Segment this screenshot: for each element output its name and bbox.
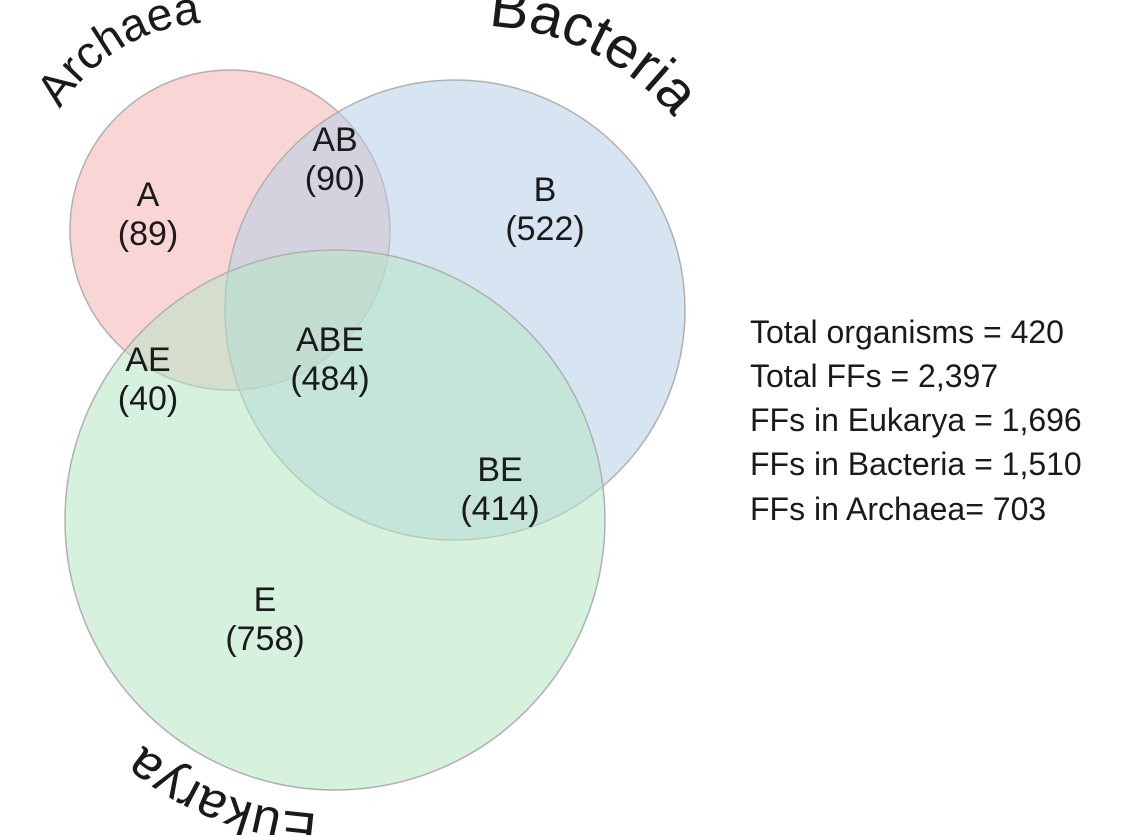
region-BE-code: BE	[460, 451, 539, 490]
region-A-count: (89)	[118, 215, 178, 254]
region-AE: AE (40)	[118, 341, 178, 419]
venn-canvas: Archaea Bacteria Eukarya A (89) AB (90) …	[0, 0, 1144, 835]
region-ABE-count: (484)	[290, 360, 369, 399]
stat-ffs-archaea: FFs in Archaea= 703	[750, 487, 1082, 531]
region-AE-code: AE	[118, 341, 178, 380]
stats-block: Total organisms = 420 Total FFs = 2,397 …	[750, 310, 1082, 531]
region-E: E (758)	[225, 581, 304, 659]
stat-ffs-bacteria: FFs in Bacteria = 1,510	[750, 442, 1082, 486]
region-B: B (522)	[505, 171, 584, 249]
region-BE: BE (414)	[460, 451, 539, 529]
region-AB: AB (90)	[305, 121, 365, 199]
region-E-count: (758)	[225, 620, 304, 659]
stat-ffs-eukarya: FFs in Eukarya = 1,696	[750, 398, 1082, 442]
region-E-code: E	[225, 581, 304, 620]
region-B-code: B	[505, 171, 584, 210]
region-AE-count: (40)	[118, 380, 178, 419]
region-A: A (89)	[118, 176, 178, 254]
stat-total-organisms: Total organisms = 420	[750, 310, 1082, 354]
region-ABE-code: ABE	[290, 321, 369, 360]
region-AB-code: AB	[305, 121, 365, 160]
region-B-count: (522)	[505, 210, 584, 249]
region-ABE: ABE (484)	[290, 321, 369, 399]
region-A-code: A	[118, 176, 178, 215]
region-BE-count: (414)	[460, 490, 539, 529]
region-AB-count: (90)	[305, 160, 365, 199]
stat-total-ffs: Total FFs = 2,397	[750, 354, 1082, 398]
